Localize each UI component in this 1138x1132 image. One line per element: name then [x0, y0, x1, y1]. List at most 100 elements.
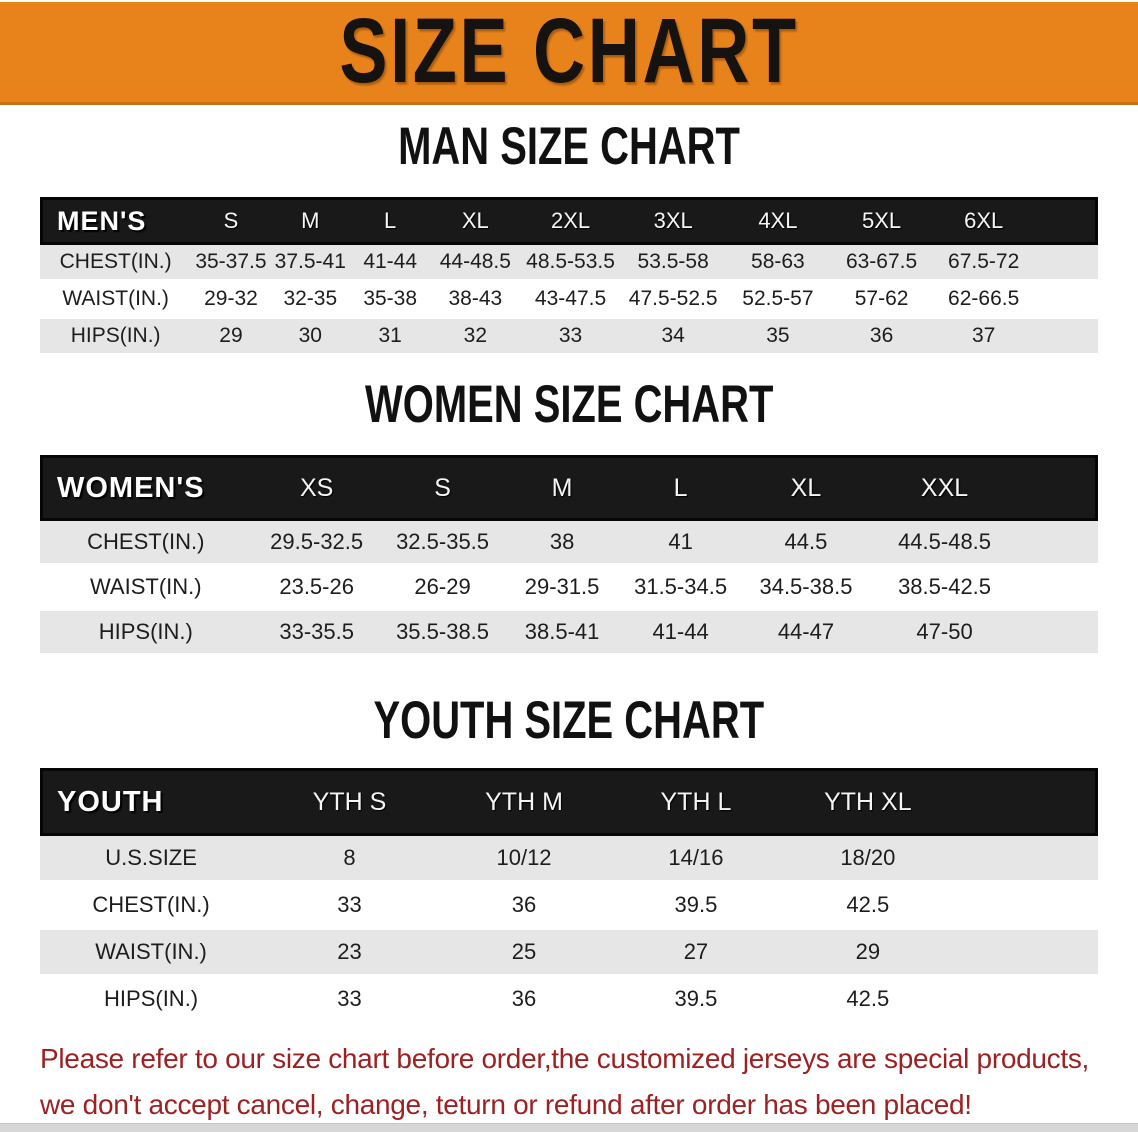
header-spacer	[955, 768, 1098, 836]
size-chart-banner: SIZE CHART	[0, 0, 1138, 105]
size-value-cell: 42.5	[780, 883, 956, 930]
measurement-row: HIPS(IN.) 33 36 39.5 42.5	[40, 977, 1098, 1024]
size-value-cell: 29-32	[191, 282, 271, 319]
size-value-cell: 47.5-52.5	[620, 282, 726, 319]
cell-spacer	[955, 883, 1098, 930]
disclaimer-text: Please refer to our size chart before or…	[40, 1036, 1102, 1128]
measurement-label: HIPS(IN.)	[40, 977, 263, 1024]
size-column-header: YTH XL	[780, 768, 956, 836]
disclaimer-line-1: Please refer to our size chart before or…	[40, 1043, 1090, 1074]
size-value-cell: 44-48.5	[430, 245, 521, 282]
table-corner-label: WOMEN'S	[40, 455, 252, 521]
size-value-cell: 36	[436, 883, 612, 930]
cell-spacer	[1017, 611, 1098, 656]
measurement-row: WAIST(IN.) 23.5-26 26-29 29-31.5 31.5-34.5 34…	[40, 566, 1098, 611]
size-value-cell: 47-50	[871, 611, 1018, 656]
measurement-label: WAIST(IN.)	[40, 282, 192, 319]
size-value-cell: 32-35	[270, 282, 350, 319]
size-value-cell: 44.5-48.5	[871, 521, 1018, 566]
size-value-cell: 34	[620, 319, 726, 356]
measurement-row: HIPS(IN.) 33-35.5 35.5-38.5 38.5-41 41-44 44-…	[40, 611, 1098, 656]
size-value-cell: 31	[349, 319, 431, 356]
size-value-cell: 38-43	[430, 282, 521, 319]
men-section-title: MAN SIZE CHART	[0, 116, 1138, 175]
size-value-cell: 44.5	[740, 521, 872, 566]
measurement-row: HIPS(IN.) 29 30 31 32 33 34 35 36 37	[40, 319, 1098, 356]
size-value-cell: 48.5-53.5	[520, 245, 621, 282]
size-value-cell: 10/12	[436, 836, 612, 883]
men-size-table: MEN'S S M L XL 2XL 3XL 4XL 5XL 6XL CHEST(IN.) 35-3…	[40, 197, 1098, 356]
measurement-label: CHEST(IN.)	[40, 883, 263, 930]
size-column-header: XS	[251, 455, 382, 521]
size-value-cell: 31.5-34.5	[620, 566, 741, 611]
bottom-border-strip	[0, 1123, 1138, 1132]
size-value-cell: 53.5-58	[620, 245, 726, 282]
size-value-cell: 35-38	[349, 282, 431, 319]
size-column-header: 2XL	[520, 197, 621, 245]
header-spacer	[1034, 197, 1098, 245]
measurement-label: HIPS(IN.)	[40, 611, 252, 656]
size-value-cell: 8	[262, 836, 437, 883]
size-value-cell: 41	[620, 521, 741, 566]
size-value-cell: 67.5-72	[932, 245, 1035, 282]
size-value-cell: 25	[436, 930, 612, 977]
size-value-cell: 43-47.5	[520, 282, 621, 319]
header-spacer	[1017, 455, 1098, 521]
size-column-header: M	[503, 455, 621, 521]
size-value-cell: 29-31.5	[503, 566, 621, 611]
size-value-cell: 29	[780, 930, 956, 977]
size-column-header: YTH L	[611, 768, 781, 836]
table-corner-label: MEN'S	[40, 197, 192, 245]
size-value-cell: 41-44	[620, 611, 741, 656]
women-size-table-container: WOMEN'S XS S M L XL XXL CHEST(IN.) 29.5-32.5 32.…	[40, 455, 1098, 656]
size-value-cell: 18/20	[780, 836, 956, 883]
size-column-header: 5XL	[830, 197, 933, 245]
size-value-cell: 35	[725, 319, 831, 356]
size-value-cell: 23	[262, 930, 437, 977]
youth-size-table-container: YOUTH YTH S YTH M YTH L YTH XL U.S.SIZE 8 10/1…	[40, 768, 1098, 1024]
size-column-header: 3XL	[620, 197, 726, 245]
cell-spacer	[1017, 521, 1098, 566]
size-column-header: XL	[430, 197, 521, 245]
size-column-header: L	[349, 197, 431, 245]
measurement-row: U.S.SIZE 8 10/12 14/16 18/20	[40, 836, 1098, 883]
size-value-cell: 39.5	[611, 977, 781, 1024]
banner-title: SIZE CHART	[339, 0, 799, 103]
size-value-cell: 26-29	[381, 566, 504, 611]
size-value-cell: 62-66.5	[932, 282, 1035, 319]
size-value-cell: 29.5-32.5	[251, 521, 382, 566]
measurement-label: CHEST(IN.)	[40, 245, 192, 282]
size-value-cell: 58-63	[725, 245, 831, 282]
size-value-cell: 33	[520, 319, 621, 356]
size-value-cell: 38.5-41	[503, 611, 621, 656]
size-value-cell: 32.5-35.5	[381, 521, 504, 566]
youth-section-title-text: YOUTH SIZE CHART	[373, 689, 765, 750]
size-column-header: XL	[740, 455, 872, 521]
size-value-cell: 23.5-26	[251, 566, 382, 611]
size-value-cell: 36	[436, 977, 612, 1024]
women-section-title: WOMEN SIZE CHART	[0, 374, 1138, 433]
size-column-header: XXL	[871, 455, 1018, 521]
size-value-cell: 63-67.5	[830, 245, 933, 282]
size-value-cell: 52.5-57	[725, 282, 831, 319]
measurement-row: CHEST(IN.) 35-37.5 37.5-41 41-44 44-48.5 48.5…	[40, 245, 1098, 282]
size-value-cell: 38.5-42.5	[871, 566, 1018, 611]
table-header-row: YOUTH YTH S YTH M YTH L YTH XL	[40, 768, 1098, 836]
size-value-cell: 30	[270, 319, 350, 356]
cell-spacer	[1034, 282, 1098, 319]
measurement-label: CHEST(IN.)	[40, 521, 252, 566]
size-value-cell: 33-35.5	[251, 611, 382, 656]
size-column-header: L	[620, 455, 741, 521]
size-column-header: 4XL	[725, 197, 831, 245]
size-value-cell: 35.5-38.5	[381, 611, 504, 656]
measurement-row: CHEST(IN.) 29.5-32.5 32.5-35.5 38 41 44.5 44.5…	[40, 521, 1098, 566]
size-column-header: 6XL	[932, 197, 1035, 245]
cell-spacer	[955, 930, 1098, 977]
men-section-title-text: MAN SIZE CHART	[398, 115, 740, 176]
size-value-cell: 57-62	[830, 282, 933, 319]
men-size-table-container: MEN'S S M L XL 2XL 3XL 4XL 5XL 6XL CHEST(IN.) 35-3…	[40, 197, 1098, 356]
size-value-cell: 41-44	[349, 245, 431, 282]
size-value-cell: 33	[262, 977, 437, 1024]
measurement-label: WAIST(IN.)	[40, 930, 263, 977]
